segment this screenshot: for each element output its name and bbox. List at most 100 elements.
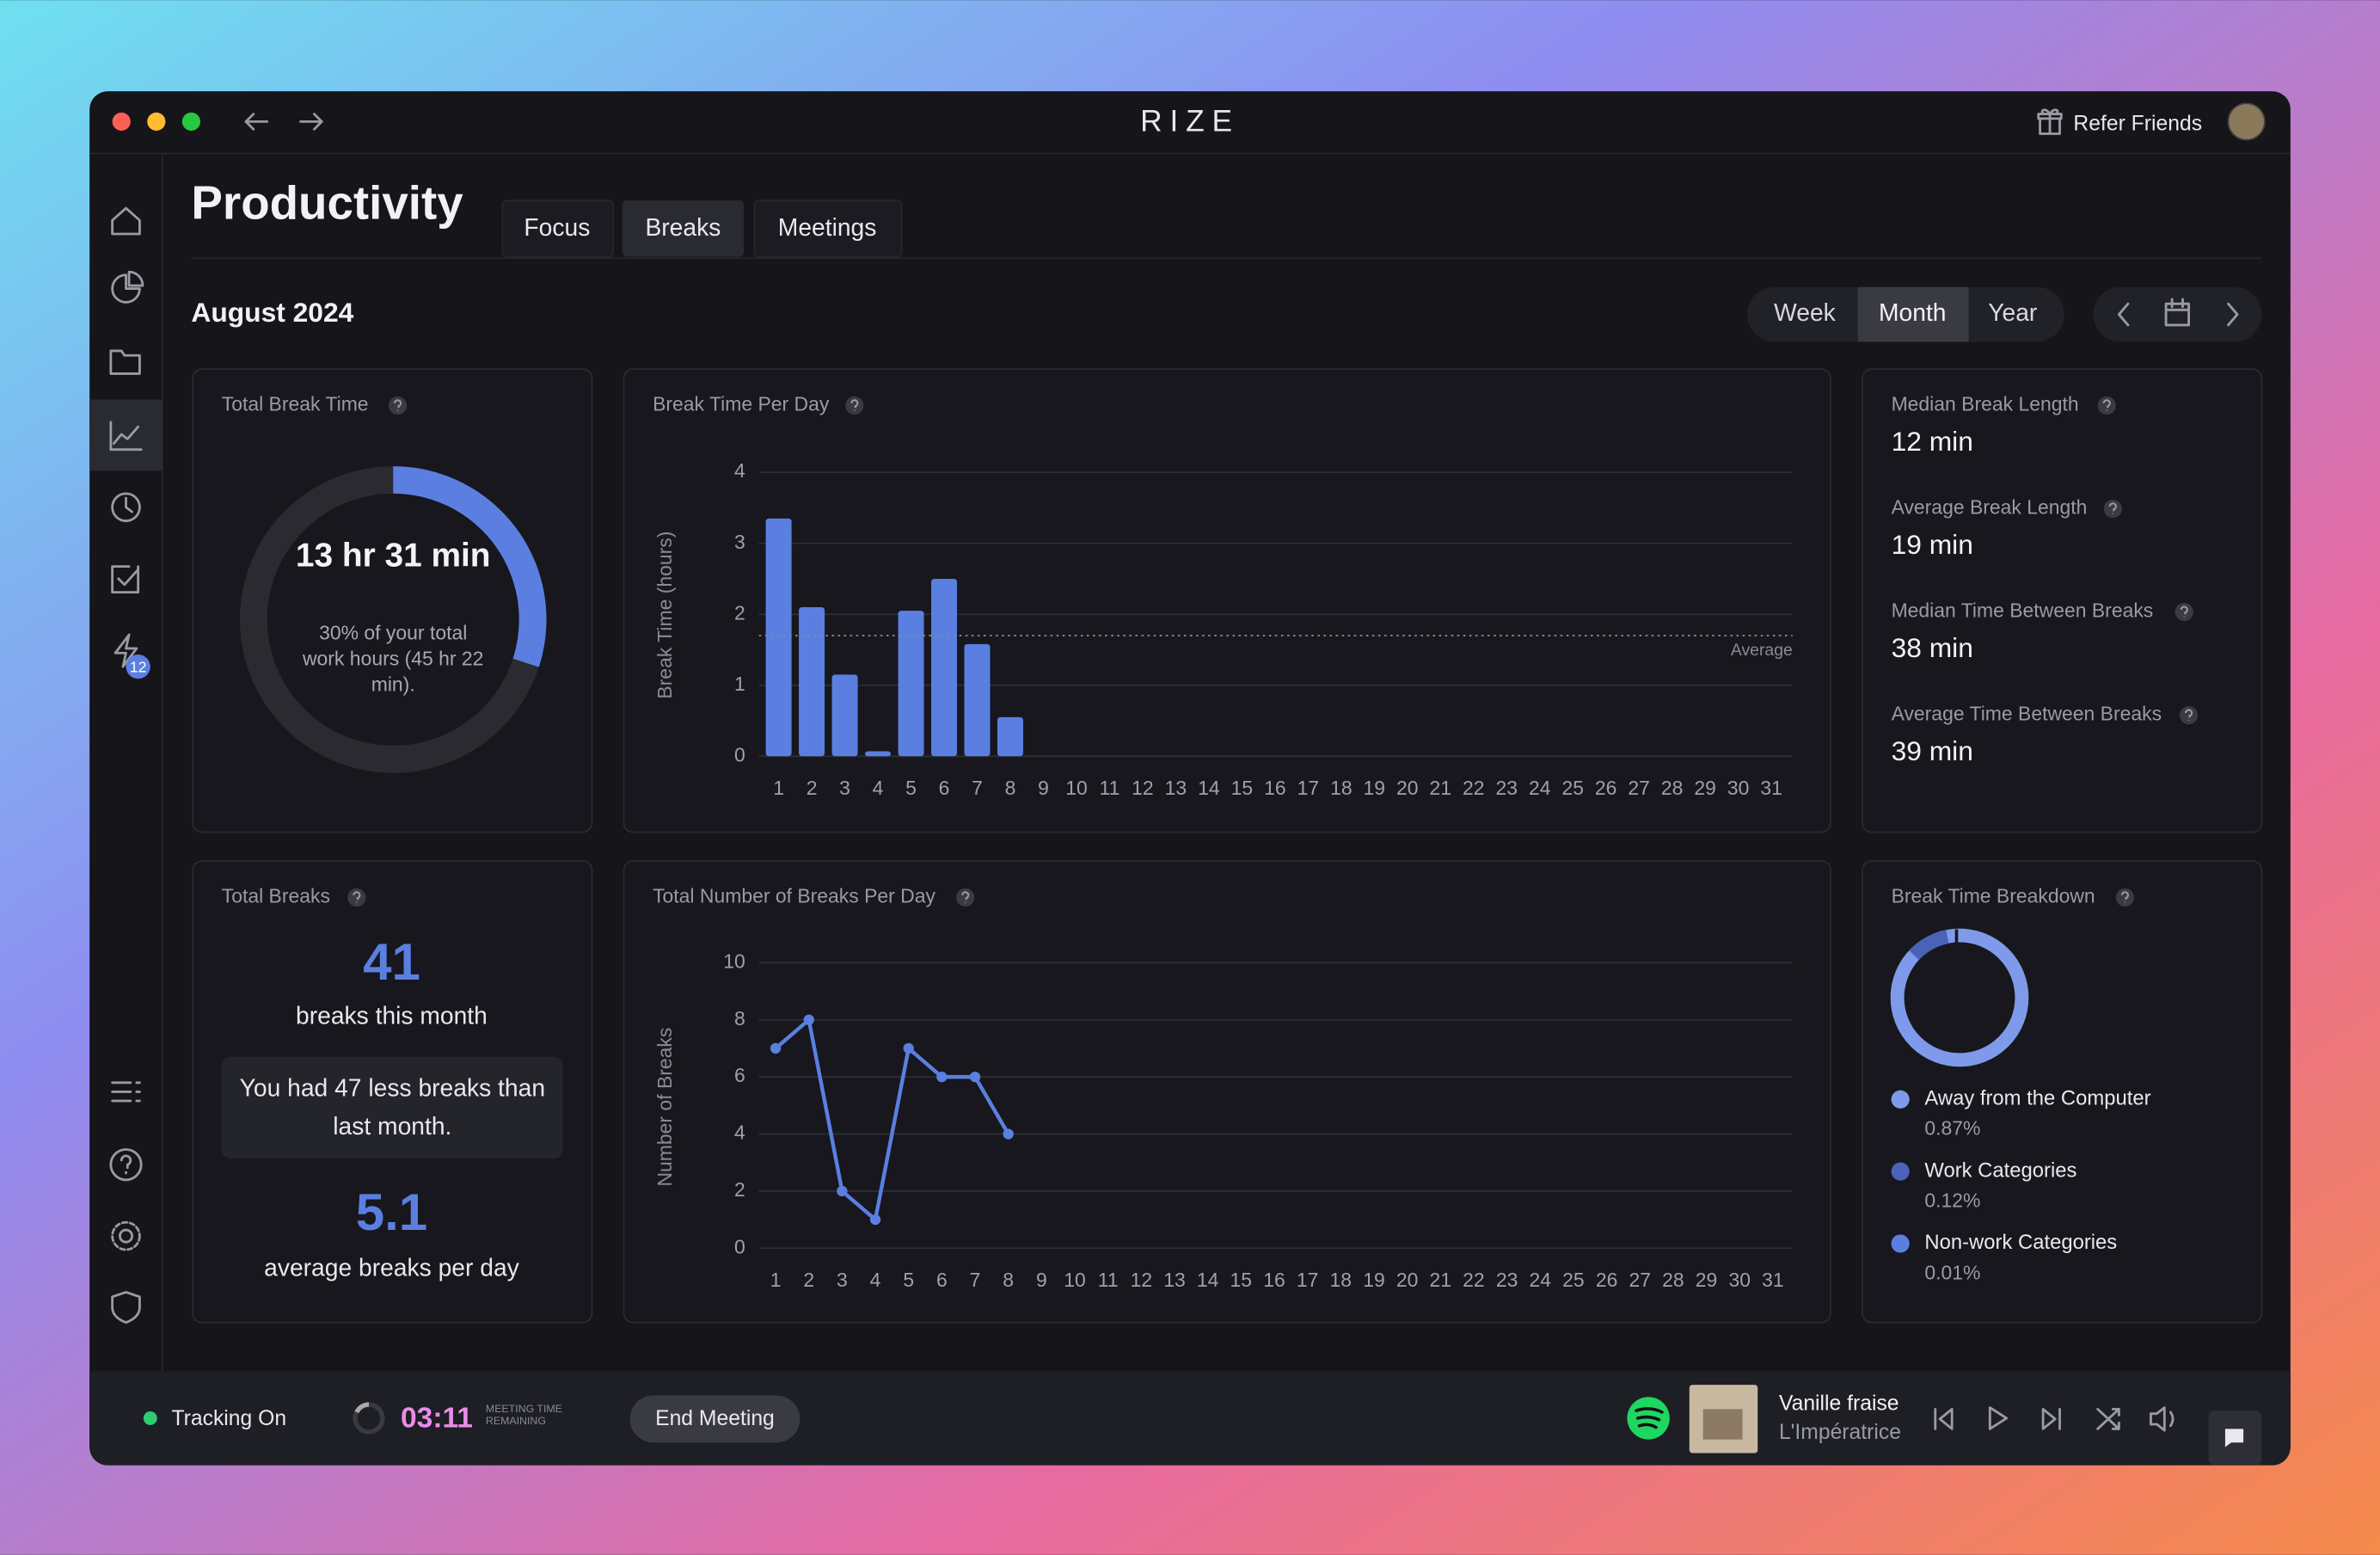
bar (898, 611, 924, 757)
y-tick-label: 4 (734, 1122, 745, 1144)
refer-friends[interactable]: Refer Friends (2073, 112, 2202, 135)
x-tick-label: 17 (1297, 777, 1320, 799)
x-tick-label: 30 (1727, 777, 1750, 799)
timer-caption-box: MEETING TIME REMAINING (485, 1404, 562, 1428)
x-tick-label: 12 (1132, 777, 1154, 799)
x-tick-label: 10 (1065, 777, 1088, 799)
x-tick-label: 14 (1197, 1269, 1219, 1291)
range-active[interactable] (1857, 286, 1969, 342)
break-count-caption: breaks this month (296, 1001, 488, 1029)
next[interactable] (2227, 302, 2239, 327)
play[interactable] (1988, 1406, 2009, 1430)
tab-label[interactable]: Meetings (778, 213, 877, 241)
x-tick-label: 7 (972, 777, 983, 799)
help-icon[interactable] (109, 1148, 143, 1182)
tab-label[interactable]: Focus (524, 213, 590, 241)
bar (765, 518, 792, 757)
track: Vanille fraise (1779, 1392, 1899, 1416)
help-mark (353, 891, 361, 903)
end-button-label[interactable]: End Meeting (655, 1407, 775, 1430)
tab[interactable] (501, 200, 615, 258)
spotify-mark (1635, 1407, 1664, 1429)
y-tick-label: 8 (734, 1007, 745, 1029)
close[interactable] (112, 112, 131, 131)
timer-caption: MEETING TIME REMAINING (485, 1404, 562, 1428)
tab-label[interactable]: Breaks (645, 213, 721, 241)
x-tick-label: 19 (1363, 1269, 1385, 1291)
volume[interactable] (2150, 1406, 2175, 1432)
bar (865, 751, 892, 757)
breakdown-segment (1909, 930, 1949, 961)
y-tick-label: 1 (734, 673, 745, 695)
x-tick-label: 31 (1762, 1269, 1784, 1291)
card-label: Total Break Time (222, 393, 369, 415)
x-tick-label: 4 (873, 777, 884, 799)
comparison-box (221, 1056, 563, 1159)
minimize[interactable] (147, 112, 166, 131)
list-icon[interactable] (111, 1081, 141, 1103)
shield-icon[interactable] (111, 1291, 141, 1325)
next-track[interactable] (2041, 1407, 2061, 1430)
prev[interactable] (2117, 302, 2130, 327)
y-tick-label: 3 (734, 531, 745, 553)
bolt-icon[interactable] (113, 633, 138, 668)
x-tick-label: 17 (1297, 1269, 1319, 1291)
y-tick-label: 4 (734, 459, 745, 482)
help-icon (347, 888, 366, 907)
tab-active[interactable] (622, 200, 744, 257)
check-icon[interactable] (111, 565, 140, 594)
x-tick-label: 15 (1231, 777, 1254, 799)
settings-icon[interactable] (119, 1228, 133, 1244)
x-tick-label: 18 (1330, 777, 1353, 799)
home-icon[interactable] (111, 206, 141, 236)
artist: L'Impératrice (1779, 1421, 1901, 1444)
period: August 2024 (191, 297, 353, 328)
range[interactable]: Month (1879, 298, 1946, 326)
legend-dot (1891, 1234, 1910, 1253)
clock-icon[interactable] (111, 492, 141, 523)
x-tick-label: 28 (1662, 1269, 1684, 1291)
help-mark (2102, 399, 2111, 411)
x-tick-label: 21 (1430, 777, 1452, 799)
legend-name: Non-work Categories (1924, 1231, 2117, 1254)
range[interactable]: Week (1774, 298, 1837, 326)
pie-icon[interactable] (111, 270, 144, 304)
point (869, 1214, 881, 1226)
help-icon (956, 888, 975, 907)
tracking[interactable]: Tracking On (171, 1407, 286, 1430)
back[interactable] (244, 113, 269, 131)
x-tick-label: 19 (1364, 777, 1386, 799)
x-tick-label: 26 (1596, 1269, 1618, 1291)
calendar[interactable] (2164, 298, 2190, 327)
x-tick-label: 24 (1529, 777, 1551, 799)
point (803, 1014, 814, 1025)
range[interactable]: Year (1988, 298, 2037, 326)
x-tick-label: 11 (1098, 1269, 1119, 1291)
shuffle[interactable] (2096, 1407, 2120, 1430)
avatar[interactable] (2227, 102, 2266, 141)
help-icon (2175, 602, 2193, 622)
donut-note: 30% of your total work hours (45 hr 22 m… (302, 621, 484, 696)
forward[interactable] (299, 113, 323, 131)
legend-value: 0.87% (1924, 1117, 1980, 1140)
tab[interactable] (753, 200, 903, 258)
stat-value: 38 min (1892, 632, 1973, 663)
x-tick-label: 27 (1629, 1269, 1651, 1291)
end-button[interactable] (629, 1395, 800, 1443)
average-label: Average (1731, 641, 1793, 660)
badge-count: 12 (130, 659, 147, 676)
previous-track[interactable] (1934, 1407, 1954, 1430)
folder-icon[interactable] (109, 349, 141, 375)
x-tick-label: 23 (1495, 777, 1518, 799)
x-tick-label: 20 (1396, 1269, 1419, 1291)
stat-value: 39 min (1892, 735, 1973, 766)
chat-icon (2224, 1429, 2244, 1447)
chart-title: Total Number of Breaks Per Day (653, 885, 935, 907)
zoom[interactable] (181, 112, 201, 131)
bar (799, 606, 825, 757)
chart-icon[interactable] (109, 421, 143, 452)
x-tick-label: 5 (905, 777, 917, 799)
help-icon (2179, 706, 2199, 725)
help-mark (850, 399, 859, 411)
card (623, 368, 1831, 833)
